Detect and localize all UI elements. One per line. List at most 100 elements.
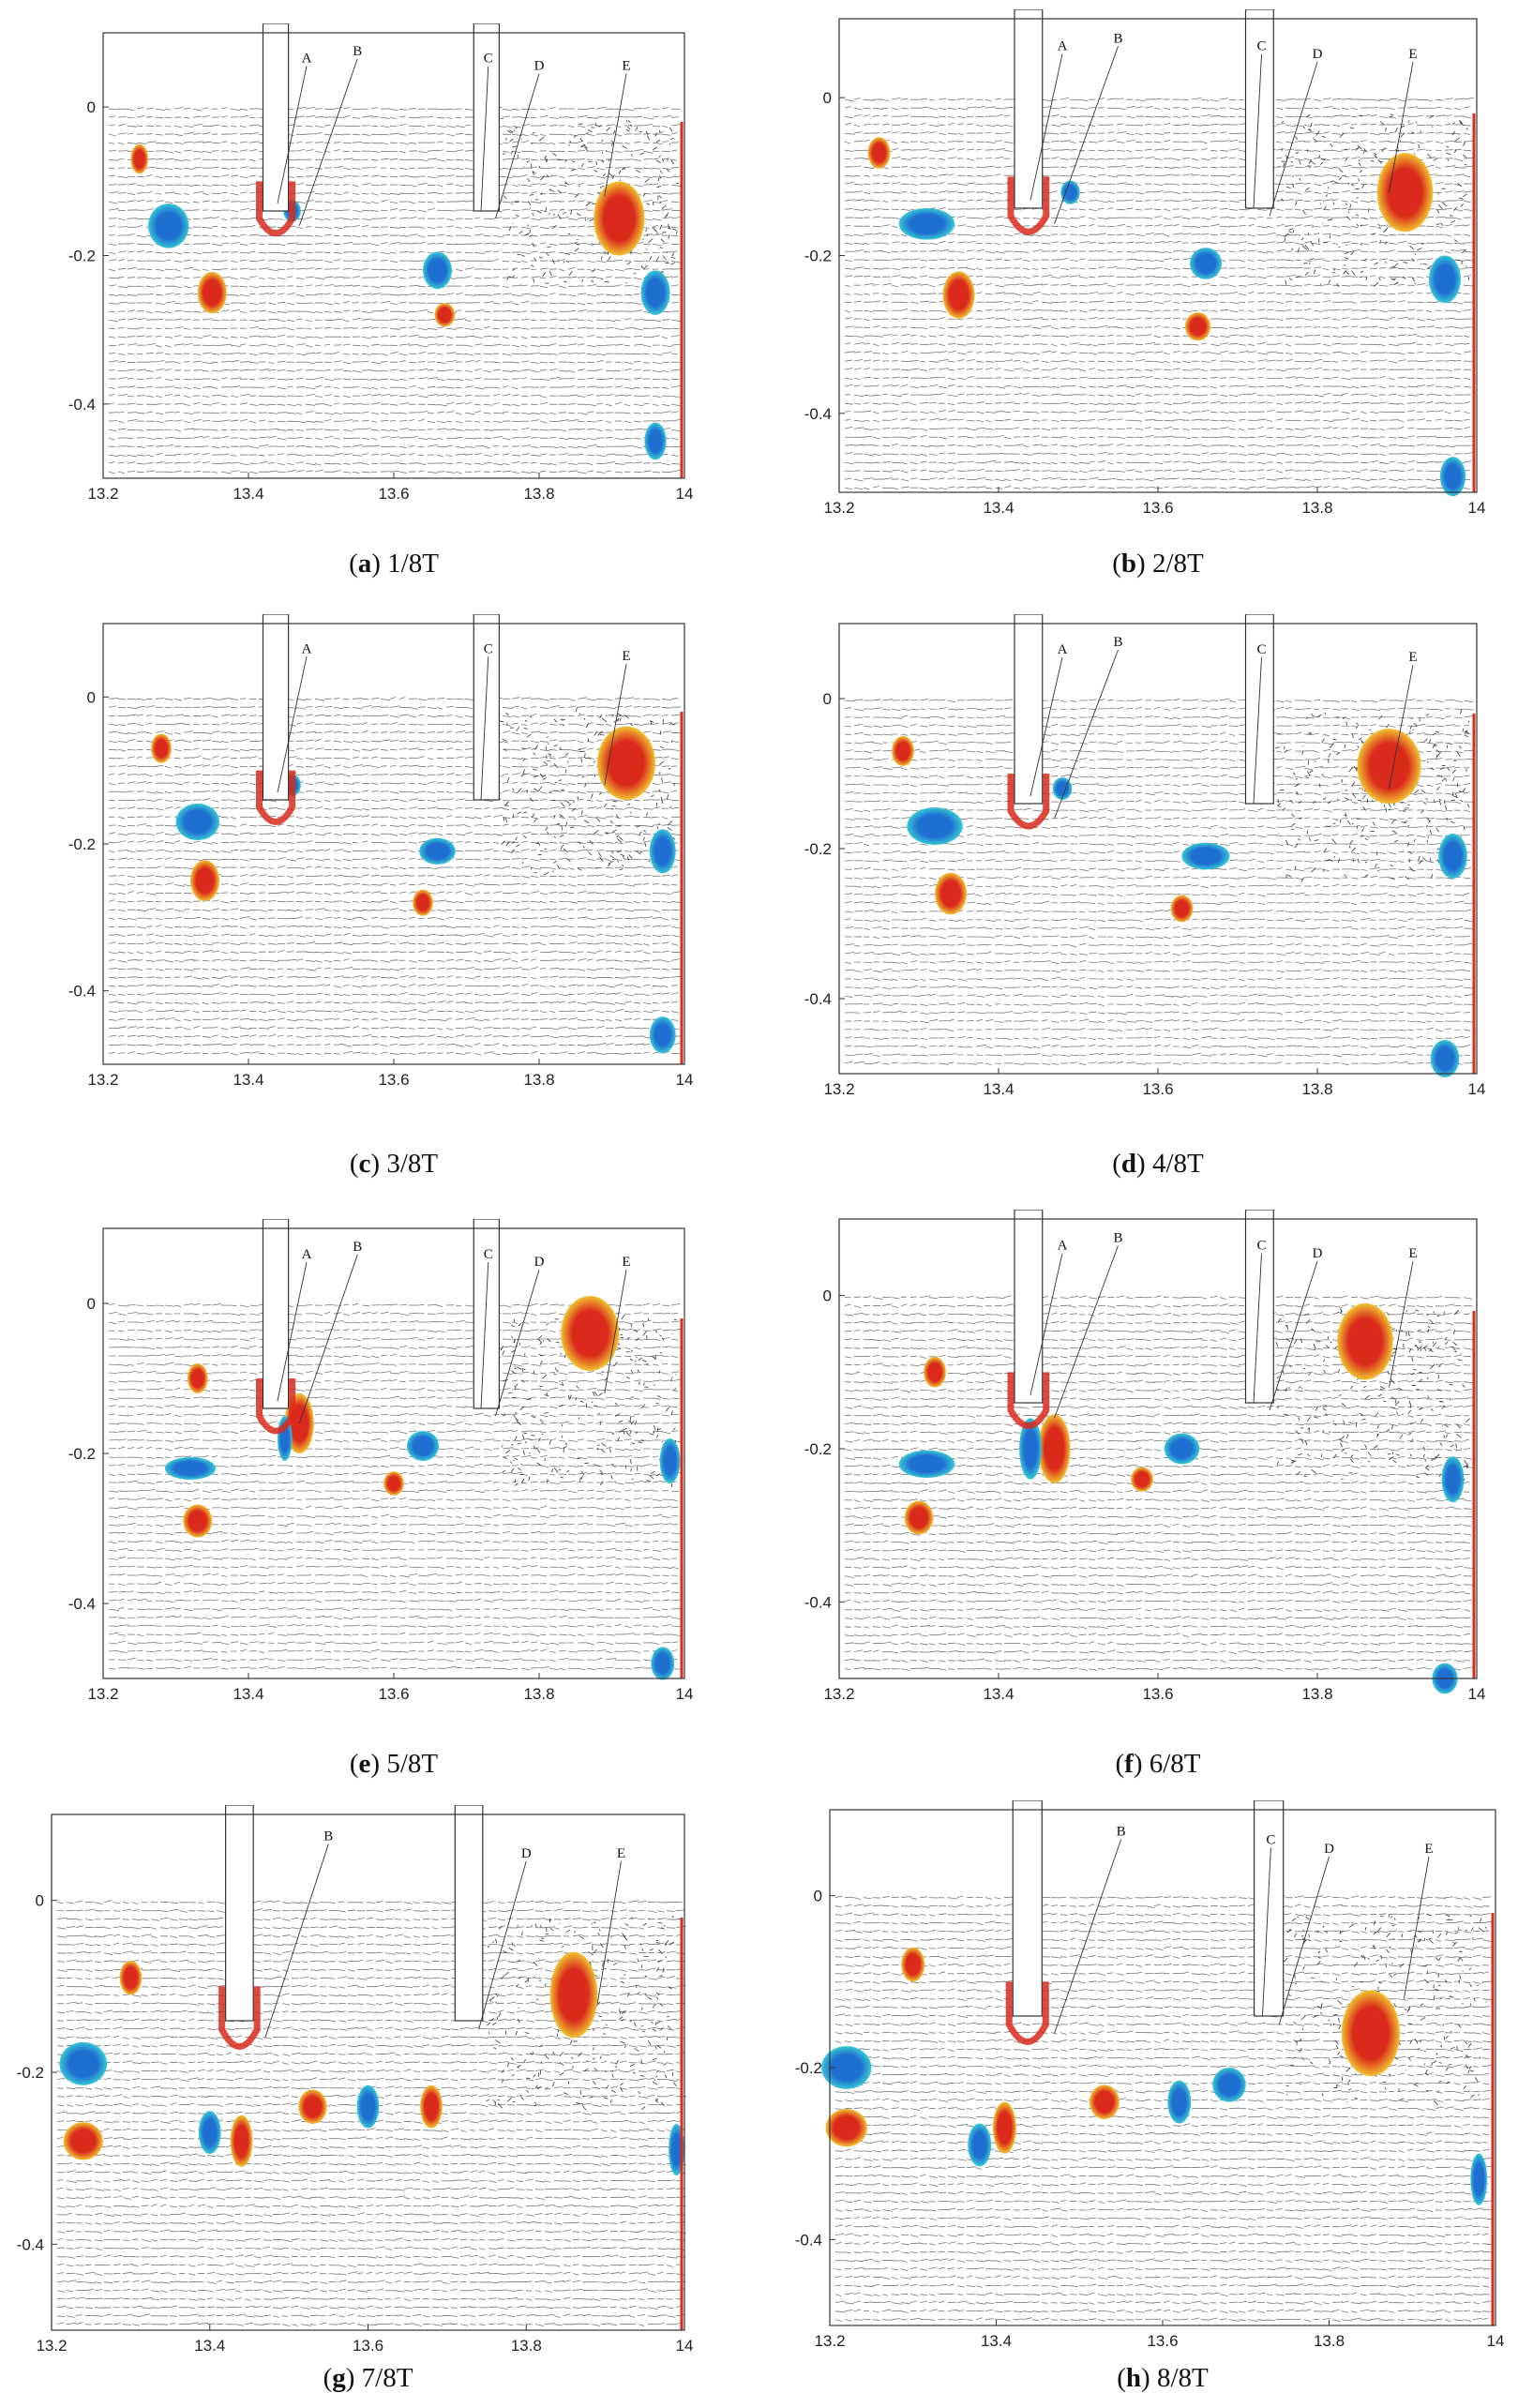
point-label-C: C [1256,39,1266,54]
negative-vortex-6 [1167,2080,1192,2124]
point-label-D: D [534,59,545,74]
positive-vortex-0 [924,1357,946,1388]
y-tick-label: 0 [36,1892,44,1910]
panel-f-caption: (f) 6/8T [970,1749,1345,1780]
pillar-shear-layer [1005,1981,1049,2045]
point-label-B: B [1113,31,1122,46]
point-label-A: A [1058,1239,1068,1254]
positive-vortex-8 [549,1951,598,2039]
x-tick-label: 14 [1487,2332,1505,2350]
x-tick-label: 13.4 [233,1071,263,1089]
panel-h-caption: (h) 8/8T [975,2363,1350,2394]
pillar-shear-layer [218,1986,261,2050]
negative-vortex-7 [1438,834,1467,879]
pillar-1 [225,1805,254,2022]
negative-vortex-8 [1439,457,1466,497]
panel-c-letter: c [359,1149,371,1179]
panel-b-caption: (b) 2/8T [970,549,1345,579]
negative-vortex-8 [644,422,667,460]
positive-vortex-5 [1170,895,1194,923]
panel-c-caption: (c) 3/8T [206,1149,581,1180]
y-tick-label: -0.4 [68,1595,96,1613]
negative-vortex-4 [423,251,452,290]
x-tick-label: 13.8 [523,1685,554,1703]
panel-a-letter: a [358,549,372,579]
y-tick-label: -0.2 [804,248,832,265]
y-tick-label: 0 [87,688,96,706]
panel-a-time: 1/8T [387,549,439,579]
y-tick-label: -0.2 [68,1445,96,1463]
x-tick-label: 13.8 [523,485,554,503]
y-tick-label: -0.4 [68,396,96,414]
pillar-2 [473,23,500,212]
panel-a-plot: 13.2 13.4 13.6 13.8 14 0 -0.2 -0.4 A B C D E [68,23,693,503]
point-label-D: D [1313,47,1323,62]
negative-vortex-1 [164,1457,217,1480]
y-tick-label: -0.4 [68,983,96,1001]
x-tick-label: 13.4 [233,485,263,503]
positive-vortex-5 [1089,2084,1120,2119]
point-label-B: B [353,44,362,59]
x-tick-label: 13.8 [511,2337,542,2355]
positive-vortex-5 [413,889,433,916]
positive-vortex-7 [420,2084,443,2129]
point-label-A: A [1058,642,1068,657]
x-tick-label: 13.8 [1301,499,1332,517]
x-tick-label: 14 [1468,1685,1486,1703]
vector-field-dense [1277,113,1470,288]
y-tick-label: -0.2 [795,2059,822,2077]
negative-vortex-1 [148,203,189,248]
positive-vortex-6 [383,1471,404,1496]
y-tick-label: 0 [823,89,832,107]
y-tick-label: 0 [823,690,832,708]
pillar-shear-layer [1007,176,1050,235]
x-tick-label: 13.8 [1301,1685,1332,1703]
x-tick-label: 13.4 [981,2332,1012,2350]
x-tick-label: 13.4 [194,2337,225,2355]
negative-vortex-1 [175,803,219,841]
pillar-2 [1244,614,1274,805]
y-tick-label: 0 [87,1295,96,1313]
negative-vortex-7 [1212,2068,1246,2102]
negative-vortex-1 [898,1450,955,1479]
positive-vortex-2 [825,2109,867,2147]
pillar-2 [1244,1210,1274,1404]
negative-vortex-1 [59,2041,108,2085]
y-tick-label: -0.4 [17,2235,44,2253]
negative-vortex-4 [419,837,456,865]
point-label-A: A [302,52,312,67]
positive-vortex-2 [935,872,967,915]
positive-vortex-6 [597,726,655,800]
pillar-1 [1014,9,1044,209]
x-tick-label: 14 [676,1685,694,1703]
positive-vortex-4 [230,2115,253,2167]
panel-b-time: 2/8T [1152,549,1204,579]
x-tick-label: 13.6 [378,1071,409,1089]
plot-frame [102,623,685,1065]
negative-vortex-4 [1190,248,1222,279]
panel-e-plot: 13.2 13.4 13.6 13.8 14 0 -0.2 -0.4 B A D C E [68,1219,694,1703]
point-label-E: E [1408,650,1417,665]
positive-vortex-0 [119,1960,143,1995]
panel-d-caption: (d) 4/8T [970,1149,1345,1180]
vector-field [844,698,1474,1066]
point-label-E: E [1424,1842,1433,1857]
panel-h-letter: h [1126,2363,1141,2393]
point-label-E: E [617,1846,625,1861]
x-tick-label: 13.2 [87,1071,118,1089]
point-label-C: C [1266,1833,1275,1848]
x-tick-label: 13.8 [523,1071,554,1089]
negative-vortex-1 [898,208,955,240]
pillar-2 [1254,1800,1285,2017]
vector-field [834,1895,1494,2323]
y-tick-label: -0.2 [17,2064,44,2082]
negative-vortex-6 [356,2084,380,2129]
positive-vortex-0 [901,1947,925,1982]
y-tick-label: -0.4 [804,990,832,1008]
point-label-B: B [323,1829,333,1844]
positive-vortex-5 [298,2089,327,2124]
pillar-shear-layer [1007,1372,1050,1429]
negative-vortex-8 [659,1438,681,1483]
x-tick-label: 13.2 [823,499,854,517]
negative-vortex-3 [1052,777,1073,800]
